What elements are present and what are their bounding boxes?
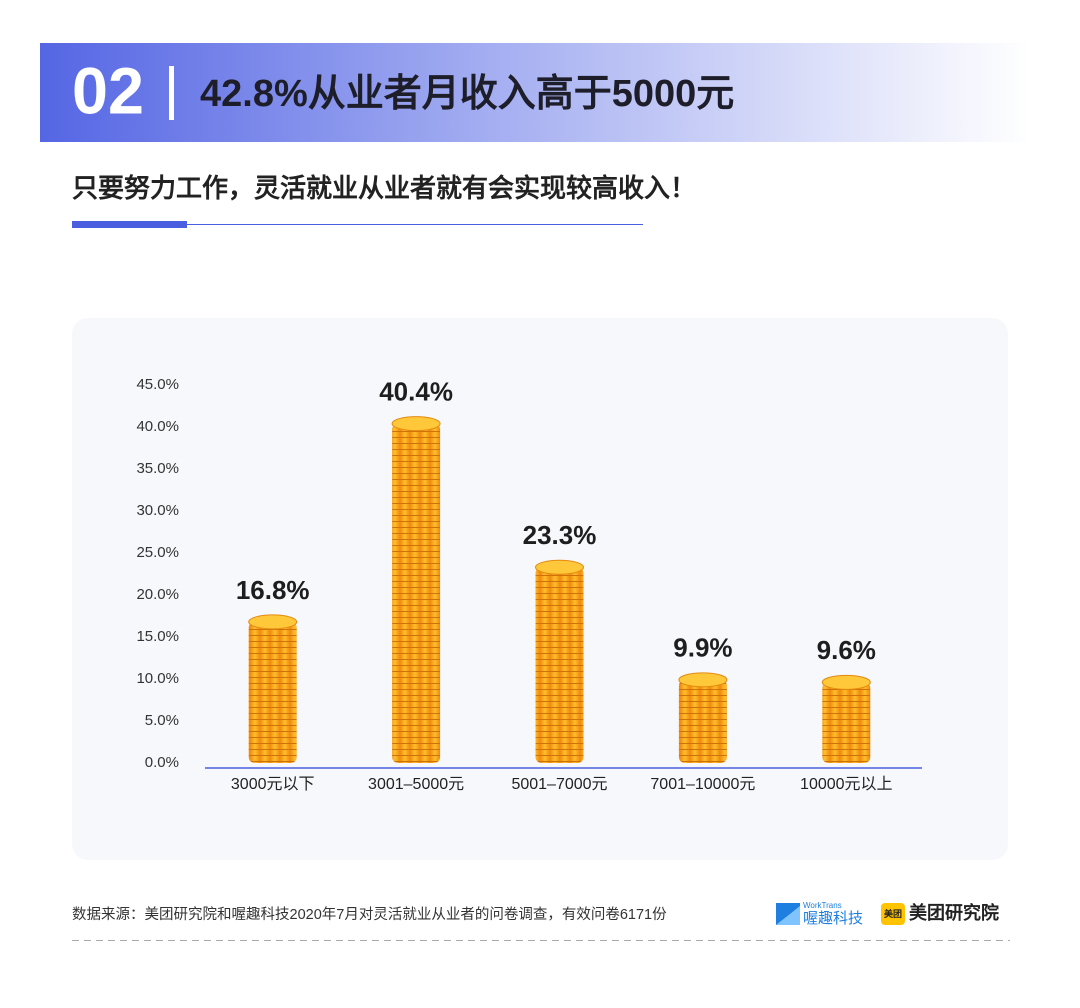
y-tick-label: 0.0% <box>145 754 179 771</box>
value-label: 40.4% <box>379 377 453 407</box>
value-label: 9.6% <box>817 635 876 665</box>
coin-top <box>248 614 298 630</box>
coin-top <box>678 672 728 688</box>
logo2-icon-bg <box>881 903 905 925</box>
logo1: 喔趣科技 <box>803 910 863 927</box>
logo1-icon-accent <box>776 906 800 925</box>
bar <box>678 679 727 763</box>
bar <box>392 423 441 763</box>
header-number: 02 <box>72 53 144 127</box>
y-tick-label: 30.0% <box>136 502 179 519</box>
subtitle: 只要努力工作，灵活就业从业者就有会实现较高收入！ <box>72 173 696 203</box>
y-tick-label: 5.0% <box>145 712 179 729</box>
plot: 0.0% 5.0% 10.0% 15.0% 20.0% 25.0% 30.0% 35.0% 40… <box>136 376 922 793</box>
y-tick-label: 35.0% <box>136 460 179 477</box>
y-tick-label: 10.0% <box>136 670 179 687</box>
header-divider <box>169 66 174 120</box>
source: 数据来源：美团研究院和喔趣科技2020年7月对灵活就业从业者的问卷调查，有效问卷… <box>72 906 667 923</box>
bar <box>248 621 297 763</box>
y-tick-label: 15.0% <box>136 628 179 645</box>
coin-top <box>391 416 441 432</box>
bar <box>822 682 871 763</box>
y-tick-label: 25.0% <box>136 544 179 561</box>
y-tick-label: 20.0% <box>136 586 179 603</box>
x-tick-label: 3001–5000元 <box>368 776 464 793</box>
x-tick-label: 7001–10000元 <box>650 776 755 793</box>
y-tick-label: 45.0% <box>136 376 179 393</box>
value-label: 16.8% <box>236 575 310 605</box>
logo1-small: WorkTrans <box>803 901 842 910</box>
subtitle-accent <box>72 221 187 228</box>
header-title: 42.8%从业者月收入高于5000元 <box>200 73 734 115</box>
logo2: 美团研究院 <box>909 902 999 923</box>
coin-top <box>535 559 584 575</box>
bar <box>535 567 584 763</box>
coin-top <box>821 674 871 690</box>
value-label: 23.3% <box>523 520 597 550</box>
header-band <box>40 43 1030 142</box>
y-tick-label: 40.0% <box>136 418 179 435</box>
value-label: 9.9% <box>673 633 732 663</box>
x-tick-label: 3000元以下 <box>231 776 315 793</box>
x-tick-label: 10000元以上 <box>800 775 893 793</box>
logo2-icon: 美团 <box>884 908 902 919</box>
x-tick-label: 5001–7000元 <box>511 776 607 793</box>
